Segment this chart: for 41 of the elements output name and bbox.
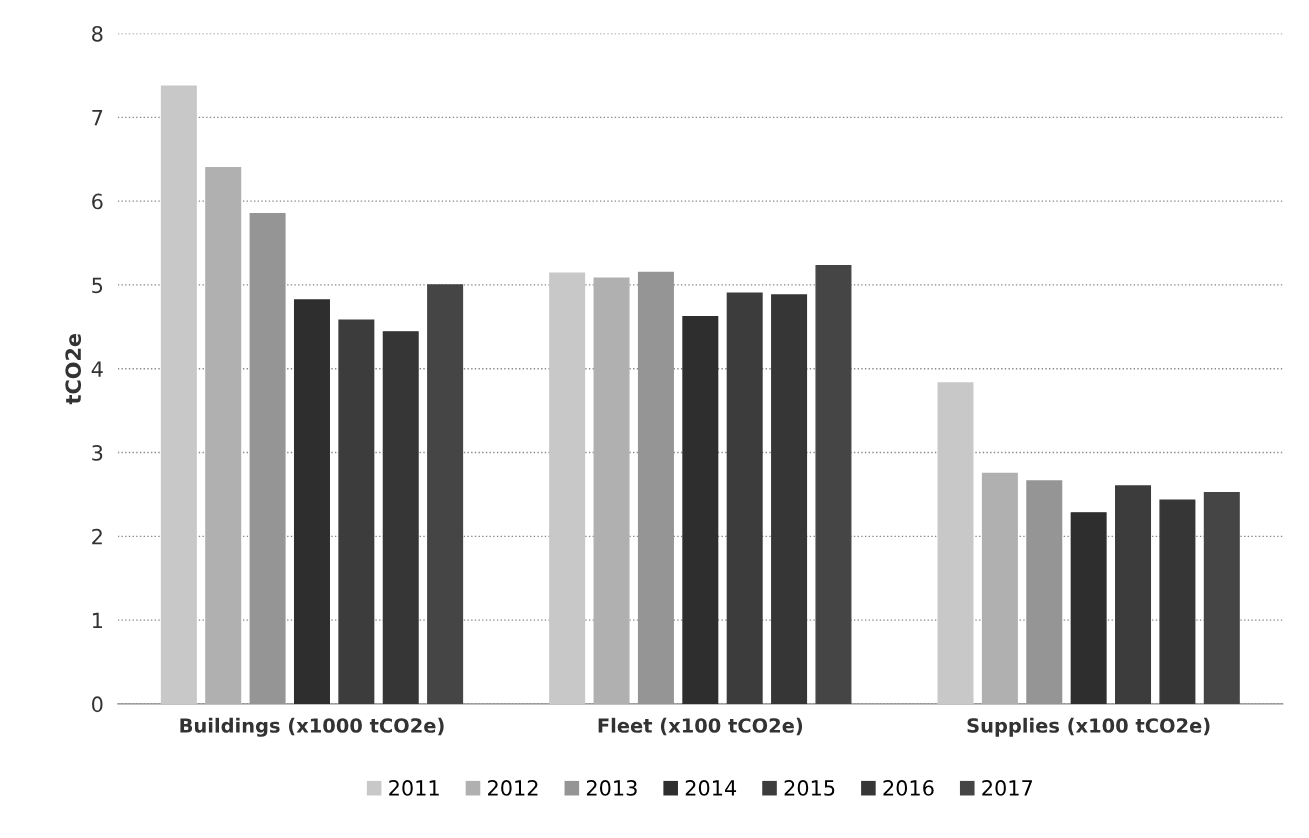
bar [1115, 485, 1152, 704]
bar [771, 294, 808, 704]
y-tick-label: 0 [92, 696, 103, 713]
legend-label: 2017 [982, 780, 1033, 796]
bar [1203, 492, 1240, 704]
legend-label: 2014 [685, 780, 737, 796]
y-tick-label: 2 [92, 528, 102, 545]
legend-label: 2012 [488, 780, 538, 796]
y-tick-label: 8 [92, 25, 103, 42]
y-tick-label: 4 [91, 361, 103, 377]
legend-label: 2016 [883, 780, 934, 796]
bar [815, 264, 852, 704]
bar [1070, 512, 1107, 704]
bar [593, 277, 630, 704]
bar [726, 292, 763, 704]
x-tick-label: Supplies (x100 tCO2e) [967, 717, 1210, 737]
bar [205, 166, 242, 704]
y-tick-label: 3 [92, 444, 103, 461]
x-tick-label: Buildings (x1000 tCO2e) [180, 717, 444, 737]
y-tick-label: 6 [92, 193, 103, 210]
x-tick-label: Fleet (x100 tCO2e) [598, 717, 803, 736]
bar [293, 299, 330, 704]
bar [549, 272, 586, 704]
bar [249, 212, 286, 704]
y-tick-label: 1 [92, 612, 102, 629]
legend-label: 2011 [389, 780, 439, 796]
bar [637, 271, 674, 704]
bar [382, 331, 419, 704]
bar [682, 316, 719, 704]
y-tick-label: 5 [92, 277, 103, 294]
y-axis-title: tCO2e [65, 333, 82, 405]
bar [1159, 499, 1196, 704]
bar [937, 382, 974, 704]
bar [427, 284, 464, 704]
legend-label: 2015 [784, 780, 835, 796]
bar [338, 319, 375, 704]
bar [1026, 480, 1063, 704]
y-tick-label: 7 [92, 110, 103, 126]
legend-label: 2013 [586, 780, 637, 796]
bar [160, 85, 197, 704]
bar [981, 472, 1018, 704]
